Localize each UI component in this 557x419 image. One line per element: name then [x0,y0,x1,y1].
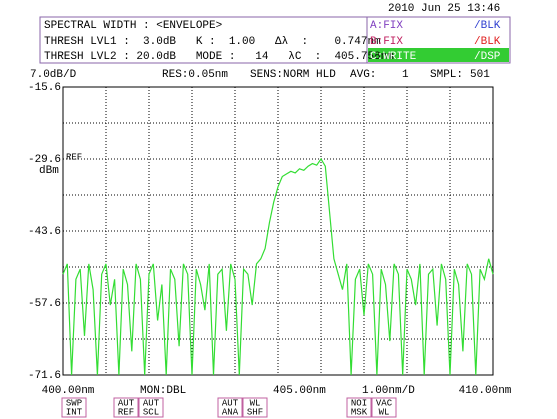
x-tick-label: 405.00nm [273,385,326,397]
header-line: THRESH LVL2 : 20.0dB MODE : 14 λC : 405.… [44,51,394,63]
resolution: RES:0.05nm [162,69,228,81]
trace-box [366,16,511,64]
ref-label: REF [66,152,82,162]
header-line: THRESH LVL1 : 3.0dB K : 1.00 Δλ : 0.747n… [44,36,381,48]
trace-a: A:FIX [370,20,403,32]
soft-key-label: AUT [222,398,239,408]
soft-key-label: SCL [143,407,159,417]
datetime: 2010 Jun 25 13:46 [388,3,500,15]
soft-key-label: VAC [376,398,393,408]
active-trace-highlight [368,48,509,62]
y-tick-label: -57.6 [28,298,61,310]
soft-key-label: NOI [351,398,367,408]
y-tick-label: -15.6 [28,82,61,94]
trace-a-state: /BLK [474,20,501,32]
y-tick-label: -29.6 [28,154,61,166]
sensitivity: SENS:NORM HLD [250,69,336,81]
x-tick-label: 410.00nm [459,385,512,397]
soft-key-label: SWP [66,398,82,408]
soft-key-frame [61,397,87,418]
y-tick-label: -71.6 [28,370,61,382]
y-unit: dBm [39,165,59,177]
soft-key-frame [113,397,139,418]
trace-c-state: /DSP [474,51,501,63]
soft-key-frame [346,397,372,418]
header-line: SPECTRAL WIDTH : <ENVELOPE> [44,20,222,32]
trace-b-state: /BLK [474,36,501,48]
soft-key-label: ANA [222,407,239,417]
trace [62,157,494,376]
y-tick-label: -43.6 [28,226,61,238]
avg-value: 1 [402,69,409,81]
y-scale: 7.0dB/D [30,69,77,81]
soft-key-label: MSK [351,407,368,417]
soft-key-label: AUT [143,398,160,408]
x-tick-label: 400.00nm [42,385,95,397]
monitor: MON:DBL [140,385,186,397]
x-scale: 1.00nm/D [362,385,415,397]
avg-label: AVG: [350,69,376,81]
soft-key-label: SHF [247,407,263,417]
smpl-label: SMPL: [430,69,463,81]
soft-key-frame [217,397,243,418]
soft-key-label: WL [379,407,390,417]
soft-key-label: INT [66,407,83,417]
soft-key-label: REF [118,407,134,417]
trace-c: C:WRITE [370,51,417,63]
soft-key-frame [242,397,268,418]
soft-key-frame [138,397,164,418]
soft-key-label: AUT [118,398,135,408]
soft-key-label: WL [250,398,261,408]
trace-b: B:FIX [370,36,403,48]
smpl-value: 501 [470,69,490,81]
soft-key-frame [371,397,397,418]
